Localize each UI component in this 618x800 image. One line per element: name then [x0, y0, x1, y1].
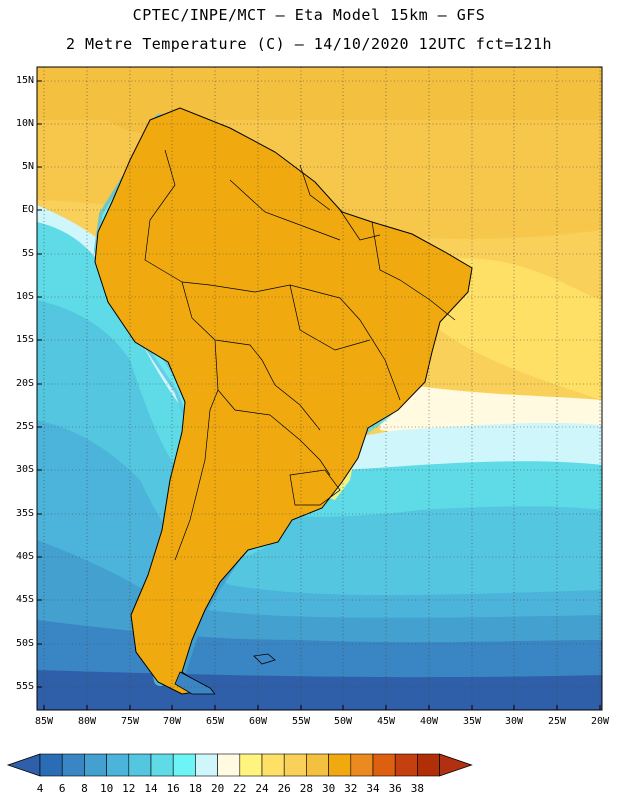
lat-label-5s: 5S [21, 248, 34, 259]
axis-ticks [37, 80, 601, 710]
colorbar-label: 18 [188, 782, 203, 795]
lon-label-60w: 60W [248, 716, 268, 727]
lon-label-35w: 35W [462, 716, 482, 727]
map-title-line-1: CPTEC/INPE/MCT – Eta Model 15km – GFS [132, 6, 486, 24]
colorbar-label: 8 [81, 782, 88, 795]
colorbar-swatch [239, 753, 263, 777]
lat-label-15n: 15N [15, 75, 34, 86]
lon-label-70w: 70W [162, 716, 182, 727]
colorbar-swatch [328, 753, 352, 777]
colorbar-label: 6 [58, 782, 66, 795]
colorbar-label: 32 [344, 782, 358, 795]
lon-label-30w: 30W [504, 716, 524, 727]
colorbar-label: 10 [99, 782, 114, 795]
lat-label-eq: EQ [21, 204, 34, 215]
lat-label-35s: 35S [15, 508, 34, 519]
lat-label-15s: 15S [15, 334, 34, 345]
graticule [37, 67, 602, 710]
colorbar-label: 20 [210, 782, 225, 795]
colorbar-swatch [261, 753, 285, 777]
lat-label-30s: 30S [15, 464, 34, 475]
colorbar-label: 30 [321, 782, 336, 795]
lat-label-55s: 55S [15, 681, 34, 692]
lat-label-40s: 40S [15, 551, 34, 562]
colorbar-swatch [417, 753, 440, 777]
colorbar-swatch [217, 753, 241, 777]
lon-label-50w: 50W [333, 716, 353, 727]
colorbar-label: 14 [144, 782, 158, 795]
colorbar-label: 26 [277, 782, 291, 795]
colorbar-swatch [394, 753, 418, 777]
colorbar-swatch [106, 753, 130, 777]
colorbar-label: 36 [388, 782, 402, 795]
lat-label-10s: 10S [15, 291, 34, 302]
colorbar-swatch [195, 753, 218, 777]
colorbar-swatch [84, 753, 107, 777]
colorbar-swatch [306, 753, 329, 777]
colorbar-label: 12 [122, 782, 136, 795]
lon-label-45w: 45W [376, 716, 396, 727]
colorbar-label: 16 [166, 782, 180, 795]
colorbar-under-arrow [6, 753, 41, 777]
colorbar-label: 28 [299, 782, 314, 795]
lat-label-45s: 45S [15, 594, 34, 605]
map-frame [36, 66, 603, 711]
lon-label-25w: 25W [547, 716, 567, 727]
colorbar-swatch [172, 753, 196, 777]
lon-label-20w: 20W [590, 716, 610, 727]
lon-label-85w: 85W [34, 716, 54, 727]
lon-label-75w: 75W [120, 716, 140, 727]
lat-label-10n: 10N [15, 118, 34, 129]
lon-label-80w: 80W [77, 716, 97, 727]
atlantic-mild-zone [440, 258, 602, 400]
central-america [37, 70, 155, 135]
colorbar-swatch [372, 753, 396, 777]
colorbar-label: 24 [255, 782, 269, 795]
colorbar-over-arrow [439, 753, 473, 777]
lat-label-50s: 50S [15, 638, 34, 649]
lon-label-55w: 55W [291, 716, 311, 727]
colorbar-swatch [283, 753, 307, 777]
lon-label-65w: 65W [205, 716, 225, 727]
colorbar-label: 4 [36, 782, 44, 795]
colorbar-swatch [39, 753, 63, 777]
colorbar-swatch [150, 753, 174, 777]
falkland-islands [253, 653, 276, 665]
colorbar-swatch [61, 753, 85, 777]
lat-label-25s: 25S [15, 421, 34, 432]
colorbar-swatch [350, 753, 374, 777]
temperature-colorbar [6, 753, 473, 777]
colorbar-label: 22 [233, 782, 247, 795]
lon-label-40w: 40W [419, 716, 439, 727]
lat-label-5n: 5N [21, 161, 34, 172]
map-title-line-2: 2 Metre Temperature (C) – 14/10/2020 12U… [65, 35, 553, 53]
country-borders [144, 149, 456, 561]
colorbar-label: 38 [410, 782, 425, 795]
temperature-field [37, 67, 602, 710]
colorbar-swatch [128, 753, 152, 777]
lat-label-20s: 20S [15, 378, 34, 389]
colorbar-label: 34 [366, 782, 380, 795]
